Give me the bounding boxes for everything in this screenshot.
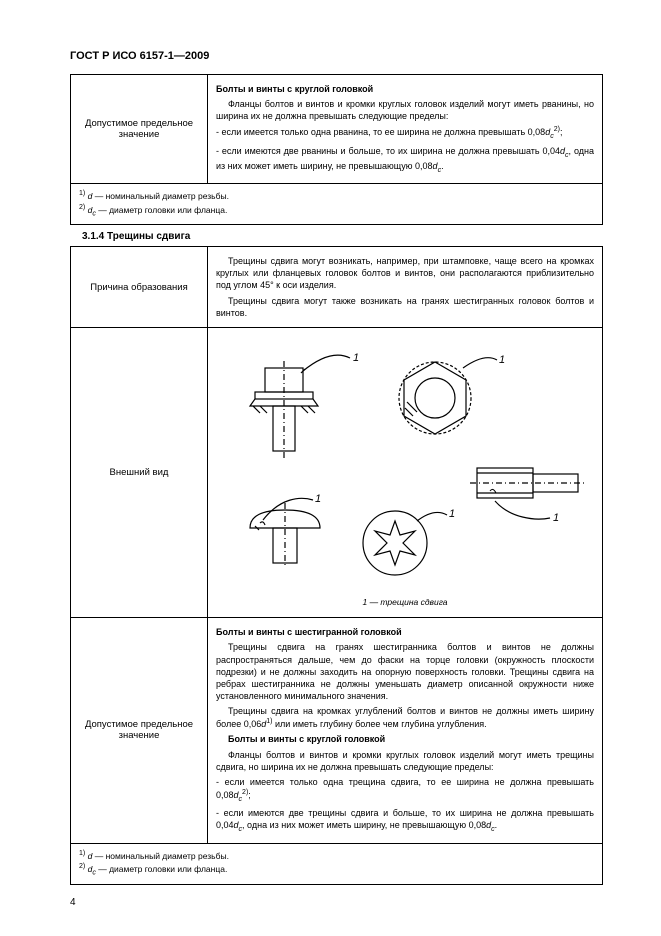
row-label: Причина образования	[71, 247, 208, 328]
paragraph: - если имеется только одна рванина, то е…	[216, 125, 594, 141]
table-row: Допустимое предельное значение Болты и в…	[71, 75, 603, 184]
footnote-line: 2) dc — диаметр головки или фланца.	[79, 203, 594, 219]
cell-heading: Болты и винты с круглой головкой	[216, 733, 594, 745]
table-row: Допустимое предельное значение Болты и в…	[71, 618, 603, 843]
footnote-line: 2) dc — диаметр головки или фланца.	[79, 862, 594, 878]
table-row: Внешний вид	[71, 327, 603, 617]
paragraph: Трещины сдвига на гранях шестигранника б…	[216, 641, 594, 702]
svg-text:1: 1	[315, 493, 321, 505]
cell-content: Болты и винты с круглой головкой Фланцы …	[208, 75, 603, 184]
document-header: ГОСТ Р ИСО 6157-1—2009	[70, 50, 603, 62]
footnote-line: 1) d — номинальный диаметр резьбы.	[79, 189, 594, 203]
row-label: Внешний вид	[71, 327, 208, 617]
page-number: 4	[70, 897, 76, 908]
footnote-cell: 1) d — номинальный диаметр резьбы. 2) dc…	[71, 843, 603, 884]
paragraph: Фланцы болтов и винтов и кромки круглых …	[216, 98, 594, 122]
table-row-footnote: 1) d — номинальный диаметр резьбы. 2) dc…	[71, 843, 603, 884]
cell-content: Болты и винты с шестигранной головкой Тр…	[208, 618, 603, 843]
cell-heading: Болты и винты с шестигранной головкой	[216, 626, 594, 638]
cell-content: 1 1	[208, 327, 603, 617]
page: ГОСТ Р ИСО 6157-1—2009 Допустимое предел…	[0, 0, 661, 936]
footnote-line: 1) d — номинальный диаметр резьбы.	[79, 849, 594, 863]
paragraph: - если имеются две рванины и больше, то …	[216, 145, 594, 175]
section-heading: 3.1.4 Трещины сдвига	[82, 231, 603, 242]
row-label: Допустимое предельное значение	[71, 618, 208, 843]
table-2: Причина образования Трещины сдвига могут…	[70, 246, 603, 885]
paragraph: Трещины сдвига могут возникать, например…	[216, 255, 594, 291]
table-1: Допустимое предельное значение Болты и в…	[70, 74, 603, 225]
table-row-footnote: 1) d — номинальный диаметр резьбы. 2) dc…	[71, 184, 603, 225]
paragraph: Трещины сдвига могут также возникать на …	[216, 295, 594, 319]
figure-svg: 1 1	[225, 343, 585, 593]
paragraph: Фланцы болтов и винтов и кромки круглых …	[216, 749, 594, 773]
svg-text:1: 1	[553, 512, 559, 524]
figure-caption: 1 — трещина сдвига	[216, 597, 594, 608]
paragraph: Трещины сдвига на кромках углублений бол…	[216, 705, 594, 730]
table-row: Причина образования Трещины сдвига могут…	[71, 247, 603, 328]
cell-content: Трещины сдвига могут возникать, например…	[208, 247, 603, 328]
footnote-cell: 1) d — номинальный диаметр резьбы. 2) dc…	[71, 184, 603, 225]
cell-heading: Болты и винты с круглой головкой	[216, 83, 594, 95]
paragraph: - если имеются две трещины сдвига и боль…	[216, 807, 594, 834]
svg-text:1: 1	[353, 352, 359, 364]
paragraph: - если имеется только одна трещина сдвиг…	[216, 776, 594, 804]
svg-text:1: 1	[449, 508, 455, 520]
row-label: Допустимое предельное значение	[71, 75, 208, 184]
figure-container: 1 1	[216, 333, 594, 612]
svg-text:1: 1	[499, 354, 505, 366]
